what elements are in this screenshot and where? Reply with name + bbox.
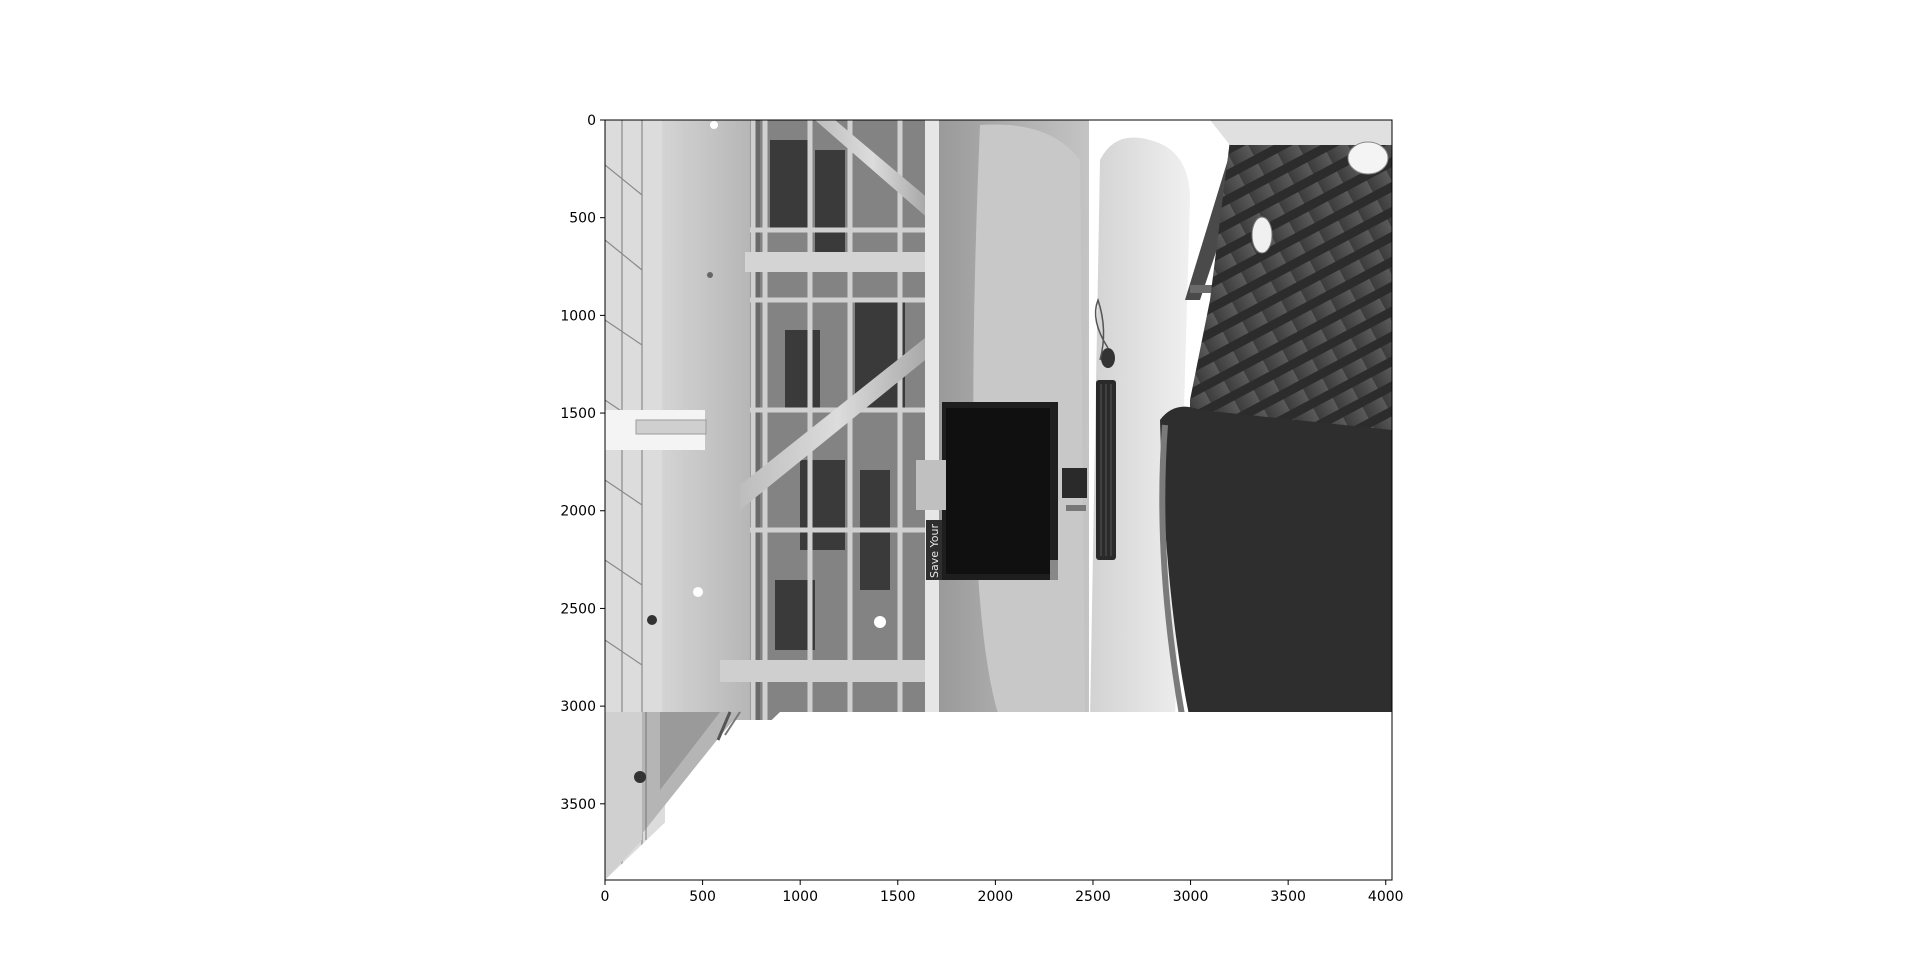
x-tick-label: 500 (689, 889, 716, 905)
y-tick-label: 2500 (560, 601, 596, 617)
y-tick-label: 1500 (560, 406, 596, 422)
y-tick-label: 0 (587, 113, 596, 129)
x-tick-label: 0 (601, 889, 610, 905)
plot-frame (604, 119, 1393, 881)
x-tick-label: 2000 (978, 889, 1014, 905)
y-axis: 0 500 1000 1500 2000 2500 3000 3500 (560, 113, 605, 813)
y-tick-label: 1000 (560, 308, 596, 324)
sign-text: Save Your Work (928, 492, 941, 578)
x-tick-label: 3500 (1270, 889, 1306, 905)
y-tick-label: 500 (569, 211, 596, 227)
x-axis: 0 500 1000 1500 2000 2500 3000 3500 4000 (601, 880, 1404, 905)
x-tick-label: 2500 (1075, 889, 1111, 905)
y-tick-label: 2000 (560, 504, 596, 520)
y-tick-label: 3000 (560, 699, 596, 715)
x-tick-label: 1500 (880, 889, 916, 905)
x-tick-label: 1000 (782, 889, 818, 905)
y-tick-label: 3500 (560, 797, 596, 813)
photo-image: Save Your Work (605, 120, 1392, 880)
x-tick-label: 3000 (1173, 889, 1209, 905)
x-tick-label: 4000 (1368, 889, 1404, 905)
